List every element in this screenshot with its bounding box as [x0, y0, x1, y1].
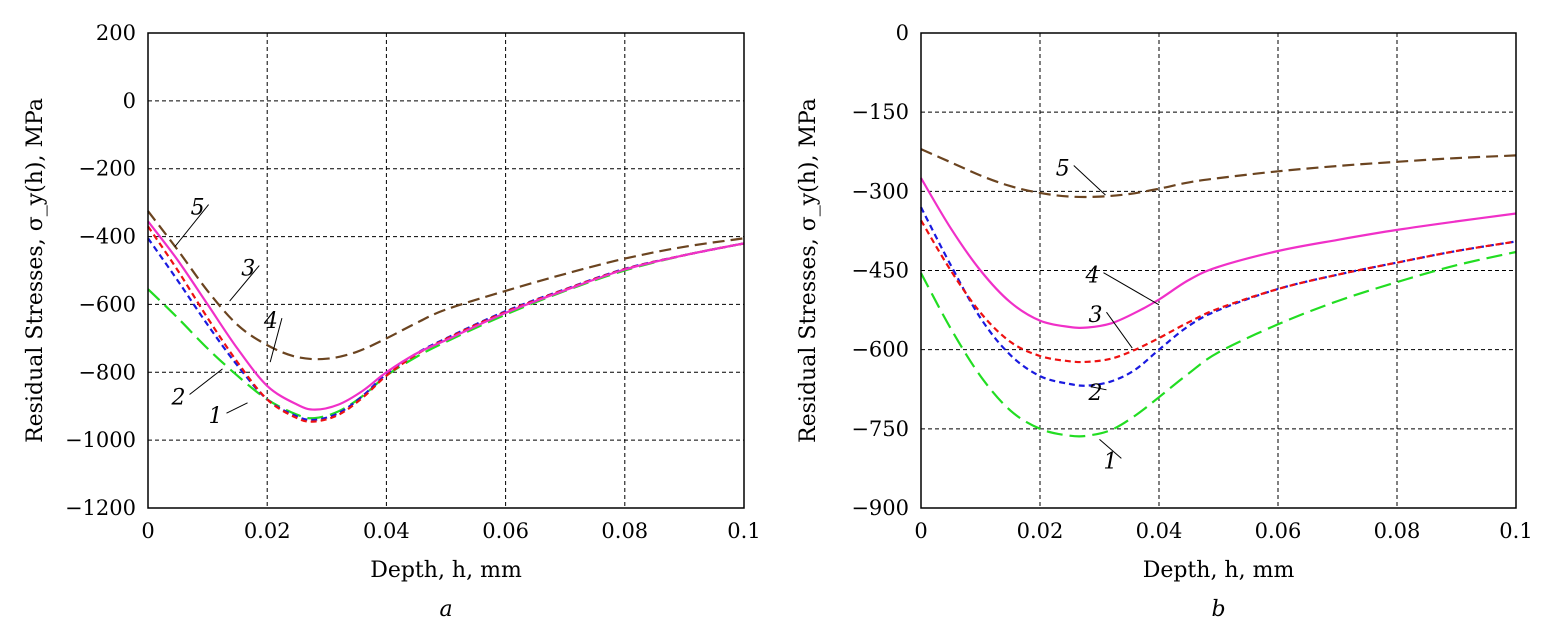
annotations-b: 1 2 3 4 5 [1056, 157, 1160, 474]
y-tick-label: −600 [78, 292, 136, 316]
panel-a: 12 3 4 5 0 0.02 0.04 0.06 0.08 0.1 −1200 −1000 −80… [23, 21, 761, 622]
curve-label-3-b: 3 [1088, 303, 1102, 328]
x-axis-label-b: Depth, h, mm [1143, 558, 1295, 583]
series-group-b [920, 148, 1517, 438]
y-tick-label: −1200 [65, 496, 136, 520]
x-tick-label: 0.04 [1136, 519, 1183, 543]
leader-line [1103, 272, 1160, 306]
plot-frame-b [920, 32, 1517, 509]
panel-label-b: b [1211, 597, 1225, 622]
y-tick-label: 200 [96, 21, 136, 45]
leader-line [226, 402, 248, 414]
y-tick-label: 0 [896, 21, 909, 45]
y-tick-label: −800 [78, 360, 136, 384]
y-axis-label-a: Residual Stresses, σ_y(h), MPa [23, 98, 48, 443]
series-4-line-a [147, 220, 745, 411]
x-tick-label: 0.02 [1017, 519, 1064, 543]
curve-label-4-a: 4 [263, 309, 278, 334]
series-3-line-b [920, 219, 1517, 364]
grid-a [148, 33, 744, 508]
x-tick-label: 0 [914, 519, 927, 543]
series-group-a [147, 210, 745, 423]
curve-label-5-b: 5 [1056, 157, 1070, 182]
leader-line [1090, 386, 1107, 391]
x-tick-labels-a: 0 0.02 0.04 0.06 0.08 0.1 [141, 519, 760, 543]
y-tick-label: −1000 [65, 428, 136, 452]
y-tick-label: −300 [851, 179, 909, 203]
y-tick-labels-a: −1200 −1000 −800 −600 −400 −200 0 200 [65, 21, 136, 520]
leader-line [1099, 439, 1122, 459]
y-tick-labels-b: −900 −750 −600 −450 −300 −150 0 [851, 21, 909, 520]
x-tick-label: 0.04 [363, 519, 410, 543]
x-tick-label: 0.06 [482, 519, 529, 543]
plot-frame-a [147, 32, 745, 509]
y-tick-label: 0 [123, 89, 136, 113]
curve-label-1-a: 1 [209, 404, 223, 429]
grid-b [921, 33, 1516, 508]
x-tick-label: 0.08 [601, 519, 648, 543]
y-tick-label: −400 [78, 225, 136, 249]
curve-label-4-b: 4 [1085, 264, 1100, 289]
curve-label-3-a: 3 [241, 257, 255, 282]
series-1-line-a [147, 242, 745, 420]
series-4-line-b [920, 177, 1517, 329]
y-tick-label: −750 [851, 417, 909, 441]
curve-label-5-a: 5 [191, 196, 205, 221]
x-tick-label: 0.08 [1374, 519, 1421, 543]
y-tick-label: −600 [851, 338, 909, 362]
y-tick-label: −900 [851, 496, 909, 520]
series-2-line-a [147, 237, 745, 422]
y-tick-label: −450 [851, 259, 909, 283]
x-tick-label: 0.06 [1255, 519, 1302, 543]
panel-label-a: a [439, 597, 452, 622]
x-tick-label: 0 [141, 519, 154, 543]
annotations-a: 12 3 4 5 [171, 196, 283, 429]
leader-line [1073, 165, 1106, 196]
y-tick-label: −200 [78, 157, 136, 181]
x-tick-label: 0.1 [1499, 519, 1532, 543]
x-axis-label-a: Depth, h, mm [370, 558, 522, 583]
curve-label-2-b: 2 [1087, 381, 1102, 406]
y-tick-label: −150 [851, 100, 909, 124]
x-tick-label: 0.02 [244, 519, 291, 543]
leader-line [189, 368, 223, 395]
y-axis-label-b: Residual Stresses, σ_y(h), MPa [796, 98, 821, 443]
x-tick-label: 0.1 [727, 519, 760, 543]
series-1-line-b [920, 250, 1517, 438]
x-tick-labels-b: 0 0.02 0.04 0.06 0.08 0.1 [914, 519, 1532, 543]
curve-label-2-a: 2 [171, 386, 186, 411]
leader-line [229, 265, 260, 302]
leader-line [174, 204, 210, 248]
curve-label-1-b: 1 [1103, 449, 1117, 474]
series-5-line-b [920, 148, 1517, 199]
series-5-line-a [147, 210, 745, 361]
leader-line [1106, 311, 1133, 349]
leader-line [269, 318, 283, 363]
series-2-line-b [920, 206, 1517, 387]
